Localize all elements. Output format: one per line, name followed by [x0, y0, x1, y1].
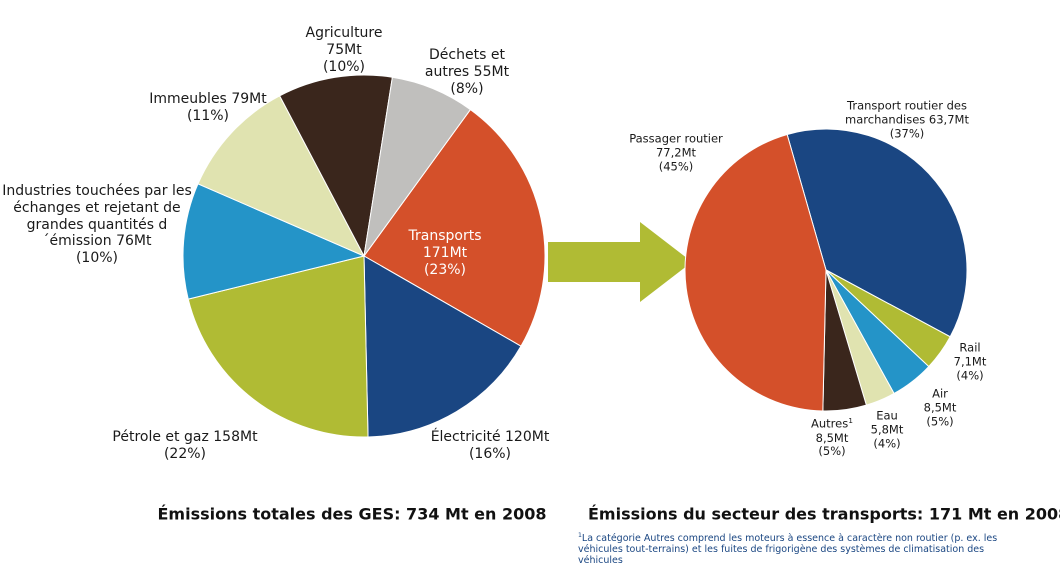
category-label: Agriculture	[305, 24, 383, 41]
pie-slice	[363, 108, 546, 347]
value-label: 171Mt	[422, 244, 468, 261]
slice-label: Air 8,5Mt (5%)	[910, 386, 970, 428]
category-label: Air	[932, 386, 948, 401]
pie-slice	[187, 255, 369, 438]
value-label: 120Mt	[505, 429, 550, 446]
slice-label: Rail 7,1Mt (4%)	[940, 340, 1000, 382]
slice-label: Déchets et autres 55Mt (8%)	[415, 47, 520, 97]
footnote-marker: 1	[848, 415, 853, 425]
value-label: 8,5Mt	[923, 400, 957, 415]
slice-label: Transports 171Mt (23%)	[385, 228, 505, 278]
chart-title: Émissions totales des GES: 734 Mt en 200…	[157, 504, 547, 524]
footnote: 1La catégorie Autres comprend les moteur…	[578, 532, 1018, 567]
value-label: 63,7Mt	[928, 112, 969, 127]
pie-slice	[182, 183, 366, 300]
category-label: Autres	[811, 416, 849, 431]
category-label: Déchets et autres	[424, 46, 505, 80]
percentage-label: (11%)	[186, 108, 230, 124]
category-label: Pétrole et gaz	[112, 429, 209, 446]
percentage-label: (5%)	[818, 444, 846, 459]
percentage-label: (4%)	[956, 367, 984, 382]
slice-label: Agriculture 75Mt (10%)	[289, 25, 399, 75]
value-label: 5,8Mt	[870, 422, 904, 437]
slice-label: Industries touchées par les échanges et …	[2, 183, 192, 267]
percentage-label: (23%)	[423, 261, 467, 278]
arrow	[548, 222, 692, 302]
slice-label: Eau 5,8Mt (4%)	[857, 408, 917, 450]
slice-label: Électricité 120Mt (16%)	[410, 429, 570, 463]
value-label: 75Mt	[326, 41, 362, 58]
percentage-label: (37%)	[889, 125, 925, 140]
value-label: 76Mt	[116, 233, 152, 250]
pie-slice	[197, 95, 366, 258]
percentage-label: (45%)	[658, 158, 694, 173]
percentage-label: (10%)	[75, 250, 119, 267]
category-label: Eau	[876, 408, 898, 423]
pie-slice	[684, 133, 827, 412]
pie-slice	[363, 76, 472, 257]
slice-label: Immeubles 79Mt (11%)	[123, 91, 293, 125]
category-label: Industries touchées par les échanges et …	[2, 183, 192, 250]
pie-slice	[279, 74, 393, 258]
pie-slice	[363, 255, 522, 438]
slice-label: Transport routier des marchandises 63,7M…	[825, 98, 990, 140]
slice-label: Pétrole et gaz 158Mt (22%)	[85, 429, 285, 463]
percentage-label: (8%)	[450, 80, 484, 97]
chart-title: Émissions du secteur des transports: 171…	[588, 504, 1060, 524]
category-label: Passager routier	[629, 131, 723, 146]
value-label: 77,2Mt	[655, 145, 697, 160]
percentage-label: (4%)	[873, 435, 901, 450]
value-label: 79Mt	[231, 91, 267, 108]
value-label: 55Mt	[473, 63, 510, 80]
slice-label: Passager routier 77,2Mt (45%)	[621, 131, 731, 173]
category-label: Immeubles	[149, 91, 227, 108]
category-label: Transports	[408, 227, 482, 244]
percentage-label: (5%)	[926, 413, 954, 428]
value-label: 7,1Mt	[953, 354, 987, 369]
footnote-marker: 1	[578, 532, 582, 539]
percentage-label: (10%)	[322, 58, 366, 75]
footnote-text: La catégorie Autres comprend les moteurs…	[578, 533, 998, 566]
value-label: 8,5Mt	[815, 430, 849, 445]
percentage-label: (16%)	[468, 446, 512, 462]
category-label: Transport routier des marchandises	[845, 98, 967, 127]
percentage-label: (22%)	[163, 446, 207, 462]
slice-label: Autres1 8,5Mt (5%)	[802, 415, 862, 459]
value-label: 158Mt	[213, 429, 258, 446]
category-label: Rail	[959, 340, 981, 355]
category-label: Électricité	[430, 429, 501, 446]
pie-slice	[786, 128, 968, 338]
